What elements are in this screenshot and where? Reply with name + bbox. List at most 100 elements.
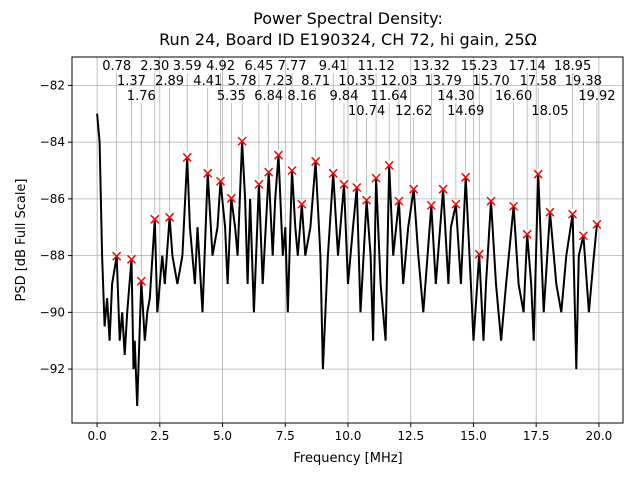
peak-marker	[409, 184, 419, 194]
peak-label: 15.23	[461, 59, 498, 74]
peak-marker	[509, 201, 519, 211]
peak-label: 11.64	[371, 89, 408, 104]
y-axis-label: PSD [dB Full Scale]	[14, 178, 29, 301]
peak-marker	[533, 169, 543, 179]
peak-label: 4.41	[193, 74, 222, 89]
peak-label: 7.23	[264, 74, 293, 89]
peak-marker	[545, 207, 555, 217]
peak-marker	[165, 212, 175, 222]
peak-marker	[226, 193, 236, 203]
psd-line	[96, 113, 599, 407]
peak-marker	[328, 168, 338, 178]
peak-marker	[486, 196, 496, 206]
peak-marker	[352, 182, 362, 193]
x-tick-label: 17.5	[523, 429, 550, 443]
peak-marker	[237, 136, 247, 146]
peak-label: 9.84	[330, 89, 359, 104]
peak-label: 14.69	[447, 104, 484, 119]
peak-marker	[150, 214, 160, 224]
peak-marker	[273, 150, 284, 160]
peak-label: 6.45	[245, 59, 274, 74]
peak-label: 13.79	[425, 74, 462, 89]
x-axis-label: Frequency [MHz]	[293, 451, 402, 466]
y-tick-label: −90	[40, 305, 65, 319]
peak-label: 15.70	[472, 74, 509, 89]
peak-label: 17.58	[520, 74, 557, 89]
peak-marker	[182, 152, 192, 162]
peak-label: 12.03	[380, 74, 417, 89]
peak-marker	[426, 200, 436, 210]
peak-label: 8.16	[287, 89, 316, 104]
peak-label: 6.84	[254, 89, 283, 104]
peak-label: 10.74	[348, 104, 385, 119]
chart-title: Power Spectral Density:	[253, 9, 443, 28]
peak-marker	[394, 196, 404, 206]
peak-label: 12.62	[395, 104, 432, 119]
peak-label: 19.38	[565, 74, 602, 89]
peak-label: 13.32	[413, 59, 450, 74]
x-tick-label: 7.5	[276, 429, 295, 443]
peak-marker	[126, 254, 136, 264]
peak-label: 14.30	[437, 89, 474, 104]
peak-label: 11.12	[358, 59, 395, 74]
peak-label: 4.92	[206, 59, 235, 74]
x-tick-label: 10.0	[335, 429, 362, 443]
peak-marker	[362, 195, 372, 205]
peak-label: 0.78	[102, 59, 131, 74]
peak-marker	[522, 229, 532, 239]
x-tick-label: 2.5	[150, 429, 169, 443]
peak-marker	[568, 209, 578, 219]
peak-marker	[438, 184, 448, 194]
peak-labels: 0.781.371.76 2.302.893.594.414.92 5.355.78…	[102, 59, 615, 119]
x-tick-label: 5.0	[213, 429, 232, 443]
y-tick-label: −92	[40, 362, 65, 376]
y-tick-label: −88	[40, 249, 65, 263]
peak-label: 18.95	[554, 59, 591, 74]
x-tick-label: 20.0	[586, 429, 613, 443]
peak-label: 19.92	[578, 89, 615, 104]
peak-marker	[339, 179, 349, 189]
x-tick-label: 12.5	[397, 429, 424, 443]
peak-label: 1.76	[127, 89, 156, 104]
peak-marker	[254, 179, 264, 189]
y-tick-label: −82	[40, 78, 65, 92]
peak-marker	[311, 156, 321, 166]
peak-label: 1.37	[117, 74, 146, 89]
peak-marker	[136, 276, 146, 286]
peak-marker	[287, 165, 297, 176]
peak-marker	[578, 231, 588, 241]
peak-marker	[384, 160, 394, 170]
y-tick-label: −86	[40, 192, 65, 206]
peak-label: 10.35	[338, 74, 375, 89]
peak-markers	[112, 136, 602, 286]
peak-label: 16.60	[495, 89, 532, 104]
peak-label: 9.41	[319, 59, 348, 74]
peak-marker	[592, 219, 602, 229]
x-tick-label: 0.0	[88, 429, 107, 443]
peak-marker	[451, 199, 461, 209]
y-tick-label: −84	[40, 135, 65, 149]
peak-marker	[297, 199, 307, 209]
peak-label: 2.30	[140, 59, 169, 74]
peak-label: 5.35	[217, 89, 246, 104]
peak-label: 7.77	[278, 59, 307, 74]
peak-label: 5.78	[228, 74, 257, 89]
peak-marker	[474, 249, 484, 259]
peak-leader-lines	[116, 73, 598, 277]
peak-label: 3.59	[173, 59, 202, 74]
peak-marker	[264, 167, 274, 177]
peak-label: 18.05	[531, 104, 568, 119]
peak-label: 17.14	[509, 59, 546, 74]
ticks: 0.0 2.5 5.0 7.5 10.0 12.5 15.0 17.5 20.0 −82 −84 −8…	[40, 78, 613, 443]
peak-marker	[216, 176, 226, 186]
chart-subtitle: Run 24, Board ID E190324, CH 72, hi gain…	[159, 30, 537, 49]
peak-marker	[203, 168, 213, 178]
peak-marker	[112, 251, 122, 261]
plot-frame	[71, 56, 624, 424]
x-tick-label: 15.0	[460, 429, 487, 443]
peak-label: 2.89	[155, 74, 184, 89]
peak-label: 8.71	[301, 74, 330, 89]
peak-marker	[371, 173, 381, 183]
peak-marker	[461, 172, 471, 182]
